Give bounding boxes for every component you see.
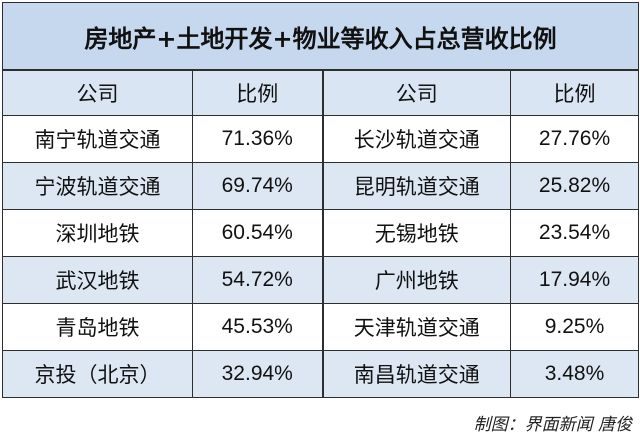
ratio-cell-right: 9.25% — [509, 303, 640, 351]
table-title: 房地产+土地开发+物业等收入占总营收比例 — [1, 2, 640, 71]
header-company-right: 公司 — [322, 69, 511, 116]
table-row: 南宁轨道交通 71.36% 长沙轨道交通 27.76% — [2, 115, 640, 163]
header-ratio-left: 比例 — [192, 69, 324, 116]
company-cell-left: 青岛地铁 — [2, 303, 193, 351]
company-cell-left: 深圳地铁 — [2, 209, 193, 257]
ratio-cell-right: 17.94% — [509, 256, 640, 304]
table-row: 宁波轨道交通 69.74% 昆明轨道交通 25.82% — [2, 162, 640, 210]
company-cell-left: 京投（北京） — [2, 350, 193, 398]
company-cell-right: 无锡地铁 — [322, 209, 511, 257]
table-row: 深圳地铁 60.54% 无锡地铁 23.54% — [2, 209, 640, 257]
company-cell-left: 宁波轨道交通 — [2, 162, 193, 210]
ratio-cell-left: 71.36% — [192, 115, 324, 163]
company-cell-left: 武汉地铁 — [2, 256, 193, 304]
revenue-ratio-table: 房地产+土地开发+物业等收入占总营收比例 公司 比例 公司 比例 南宁轨道交通 … — [1, 2, 640, 398]
company-cell-right: 广州地铁 — [322, 256, 511, 304]
credit-footer: 制图：界面新闻 唐俊 — [473, 415, 632, 435]
company-cell-right: 昆明轨道交通 — [322, 162, 511, 210]
ratio-cell-right: 25.82% — [509, 162, 640, 210]
table-row: 京投（北京） 32.94% 南昌轨道交通 3.48% — [2, 350, 640, 398]
ratio-cell-left: 69.74% — [192, 162, 324, 210]
column-header-row: 公司 比例 公司 比例 — [2, 69, 640, 116]
table-row: 武汉地铁 54.72% 广州地铁 17.94% — [2, 256, 640, 304]
header-company-left: 公司 — [2, 69, 193, 116]
ratio-table-container: 房地产+土地开发+物业等收入占总营收比例 公司 比例 公司 比例 南宁轨道交通 … — [1, 2, 640, 398]
company-cell-right: 天津轨道交通 — [322, 303, 511, 351]
company-cell-left: 南宁轨道交通 — [2, 115, 193, 163]
ratio-cell-left: 32.94% — [192, 350, 324, 398]
ratio-cell-left: 60.54% — [192, 209, 324, 257]
header-ratio-right: 比例 — [509, 69, 640, 116]
table-row: 青岛地铁 45.53% 天津轨道交通 9.25% — [2, 303, 640, 351]
ratio-cell-left: 54.72% — [192, 256, 324, 304]
ratio-cell-right: 3.48% — [509, 350, 640, 398]
table-title-row: 房地产+土地开发+物业等收入占总营收比例 — [1, 2, 640, 71]
ratio-cell-right: 23.54% — [509, 209, 640, 257]
company-cell-right: 南昌轨道交通 — [322, 350, 511, 398]
company-cell-right: 长沙轨道交通 — [322, 115, 511, 163]
ratio-cell-right: 27.76% — [509, 115, 640, 163]
ratio-cell-left: 45.53% — [192, 303, 324, 351]
